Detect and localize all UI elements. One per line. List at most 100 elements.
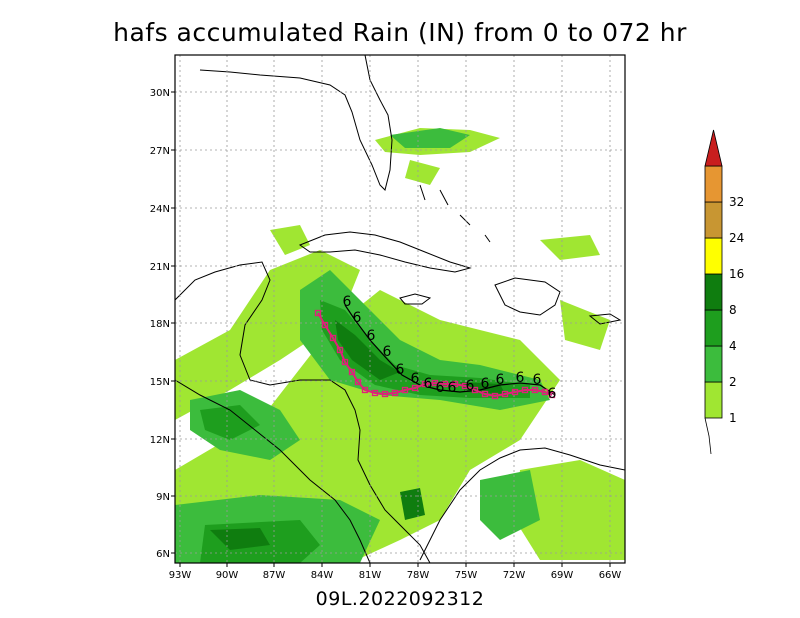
forecast-marker [401,386,409,394]
forecast-marker [541,388,549,396]
storm-symbol: 6 [436,380,445,396]
forecast-marker [461,382,469,390]
lat-label: 18N [150,319,170,330]
storm-symbol: 6 [353,310,362,326]
storm-symbol: 6 [481,376,490,392]
lat-label: 24N [150,204,170,215]
rainfall-shading [175,128,625,563]
hispaniola-coastline [494,277,561,316]
storm-symbol: 6 [533,372,542,388]
forecast-marker [411,384,419,392]
forecast-marker [329,334,337,342]
forecast-marker [491,392,499,400]
lon-label: 93W [169,570,192,581]
forecast-marker [348,368,356,376]
colorbar-segment [704,273,723,311]
rain-heavy-area [200,405,260,440]
colorbar-segment [704,309,723,347]
storm-symbol: 6 [367,328,376,344]
chart-title: hafs accumulated Rain (IN) from 0 to 072… [113,18,687,47]
rain-light-area [175,290,560,563]
best-track-line [344,304,556,396]
storm-symbol: 6 [448,380,457,396]
cuba-coastline [298,231,472,273]
colorbar-label: 24 [729,231,744,245]
storm-symbol: 6 [424,376,433,392]
storm-id-label: 09L.2022092312 [315,588,485,610]
forecast-marker [501,390,509,398]
colorbar-label: 2 [729,375,737,389]
longitude-labels: 93W 90W 87W 84W 81W 78W 75W 72W 69W 66W [169,563,621,581]
storm-symbol: 6 [411,371,420,387]
storm-track [317,304,556,398]
pacific-coastline [175,379,371,563]
forecast-marker [531,386,539,394]
colorbar-label: 4 [729,339,737,353]
south-america-coastline [419,447,625,561]
rain-light-area [560,300,610,350]
forecast-marker [521,386,529,394]
lon-label: 72W [503,570,526,581]
colorbar-label: 32 [729,195,744,209]
lon-label: 81W [359,570,382,581]
lat-label: 12N [150,435,170,446]
colorbar-label: 16 [729,267,744,281]
storm-symbol: 6 [516,370,525,386]
lat-label: 15N [150,377,170,388]
forecast-marker [391,389,399,397]
storm-symbol: 6 [548,386,557,402]
jamaica-coastline [399,293,432,305]
lat-label: 27N [150,146,170,157]
forecast-marker [431,379,439,387]
colorbar-segment [704,165,723,203]
forecast-marker [481,390,489,398]
mexico-coastline [175,261,431,563]
forecast-marker [421,380,429,388]
rain-light-area [540,235,600,260]
latitude-labels: 30N 27N 24N 21N 18N 15N 12N 9N 6N [150,88,175,560]
coastlines [175,55,625,563]
lon-label: 87W [263,570,286,581]
lon-label: 84W [311,570,334,581]
forecast-marker [336,346,344,354]
rain-light-area [405,160,440,185]
lon-label: 75W [455,570,478,581]
forecast-marker [381,390,389,398]
forecast-marker [548,391,556,399]
colorbar-segment [704,201,723,239]
storm-symbol: 6 [466,378,475,394]
colorbar-label: 8 [729,303,737,317]
rain-very-heavy-area [335,320,400,380]
forecast-track-line [317,312,553,398]
gridlines [175,55,625,563]
storm-symbol: 6 [343,294,352,310]
forecast-marker [471,386,479,394]
forecast-marker [451,380,459,388]
plot-frame [174,54,626,564]
colorbar-label: 1 [729,411,737,425]
colorbar-segment [704,237,723,275]
forecast-marker [441,380,449,388]
lat-label: 9N [156,492,170,503]
forecast-position-markers [314,309,556,400]
lat-label: 6N [156,549,170,560]
forecast-marker [361,386,369,394]
colorbar-segment [704,381,723,419]
storm-symbol: 6 [396,362,405,378]
lon-label: 90W [216,570,239,581]
forecast-marker [511,388,519,396]
lat-label: 21N [150,262,170,273]
forecast-marker [371,389,379,397]
colorbar-max-triangle [704,129,723,167]
storm-symbol: 6 [383,344,392,360]
forecast-marker [321,321,329,329]
florida-coastline [199,55,393,191]
rain-very-heavy-area [210,528,270,550]
lon-label: 69W [551,570,574,581]
lat-label: 30N [150,88,170,99]
forecast-marker [341,358,349,366]
colorbar-min-tail [704,417,712,455]
puerto-rico-coastline [588,313,622,325]
rain-light-area [515,460,625,560]
